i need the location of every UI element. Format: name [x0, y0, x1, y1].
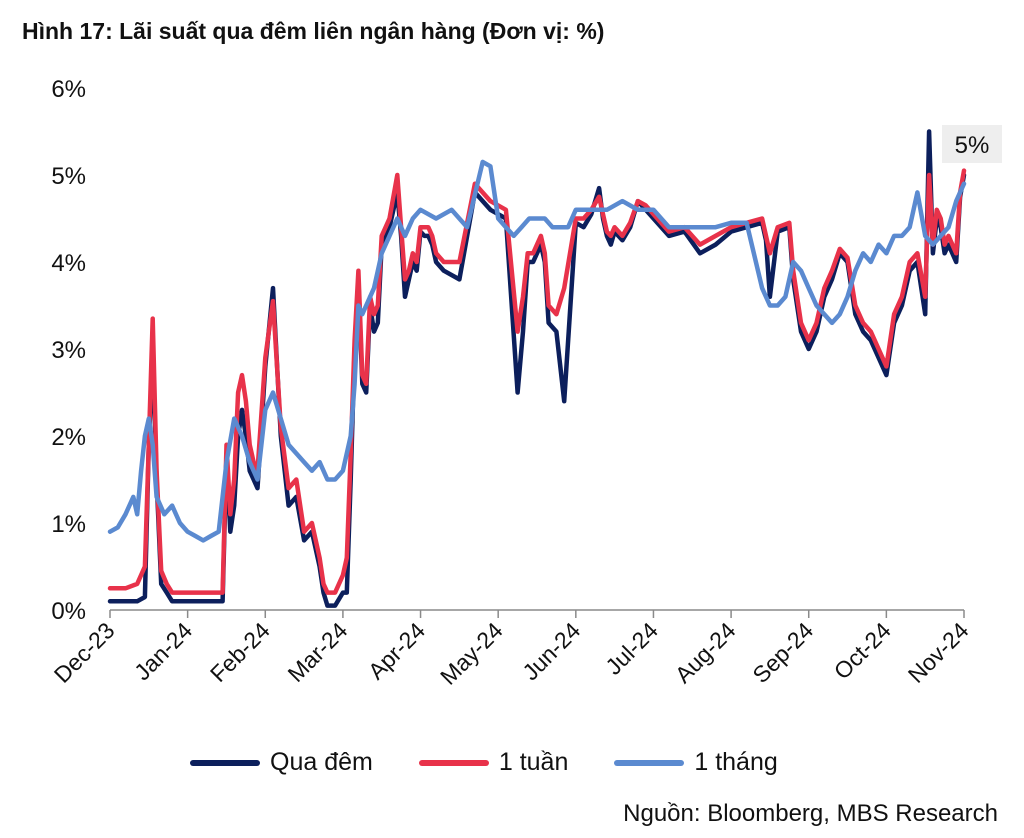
x-tick-label: Jul-24: [600, 617, 663, 680]
series-line-2: [107, 159, 967, 543]
legend-label-1-tuan: 1 tuần: [498, 748, 569, 776]
x-axis: Dec-23 Jan-24 Feb-24 Mar-24 Apr-24 May-24 Jun-…: [49, 609, 974, 690]
y-axis: 0% 1% 2% 3% 4% 5% 6%: [51, 76, 86, 625]
x-tick-label: Jun-24: [517, 617, 585, 685]
legend-item-1-thang: 1 tháng: [614, 748, 778, 777]
x-tick-label: Mar-24: [283, 617, 353, 687]
x-tick-label: Sep-24: [747, 617, 818, 688]
y-tick-label: 1%: [51, 511, 86, 538]
series-line-0: [107, 129, 967, 608]
y-tick-label: 3%: [51, 337, 86, 364]
end-value-label-box: [942, 125, 1002, 163]
legend-swatch-1-thang: [614, 759, 685, 766]
legend-item-1-tuan: 1 tuần: [418, 748, 569, 777]
y-tick-label: 5%: [51, 163, 86, 190]
legend-label-qua-dem: Qua đêm: [270, 748, 373, 776]
y-tick-label: 6%: [51, 76, 86, 103]
chart-title: Hình 17: Lãi suất qua đêm liên ngân hàng…: [22, 18, 605, 44]
x-tick-label: Aug-24: [670, 617, 741, 688]
x-tick-label: May-24: [435, 617, 508, 690]
source-note: Nguồn: Bloomberg, MBS Research: [623, 800, 998, 827]
legend-swatch-qua-dem: [190, 759, 260, 766]
x-tick-label: Nov-24: [903, 617, 974, 688]
x-tick-label: Jan-24: [129, 617, 197, 685]
series-layer: [107, 129, 967, 608]
y-tick-label: 0%: [51, 598, 86, 625]
y-tick-label: 4%: [51, 250, 86, 277]
x-tick-label: Feb-24: [205, 617, 275, 687]
end-value-label: 5%: [955, 132, 990, 159]
y-tick-label: 2%: [51, 424, 86, 451]
x-tick-label: Apr-24: [363, 617, 430, 684]
legend-label-1-thang: 1 tháng: [694, 748, 778, 776]
series-line-1: [107, 168, 967, 595]
annotation-layer: 5%: [942, 125, 1002, 163]
x-tick-label: Oct-24: [829, 617, 896, 684]
legend-item-qua-dem: Qua đêm: [190, 748, 373, 777]
legend: Qua đêm 1 tuần 1 tháng: [190, 748, 824, 777]
legend-swatch-1-tuan: [418, 759, 489, 766]
x-tick-label: Dec-23: [49, 617, 120, 688]
